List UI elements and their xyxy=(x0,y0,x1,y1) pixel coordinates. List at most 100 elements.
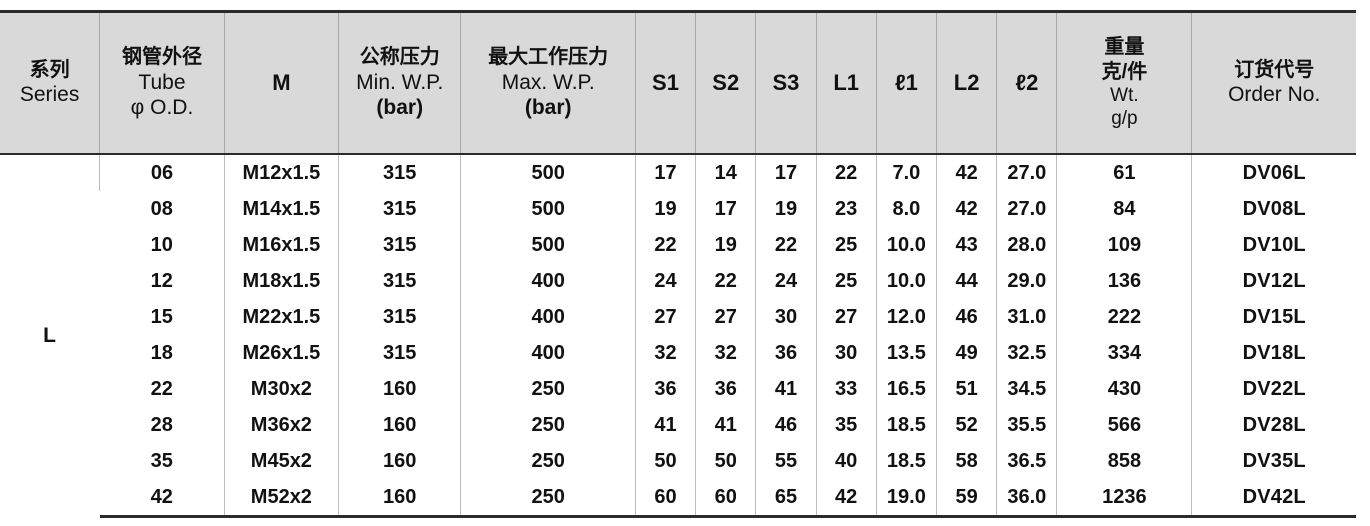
cell-min_wp: 160 xyxy=(337,443,461,479)
header-line: Wt. xyxy=(1110,85,1139,107)
header-line: φ O.D. xyxy=(130,96,194,120)
cell-l1_small: 16.5 xyxy=(875,371,937,407)
column-header-tube_od: 钢管外径 Tube φ O.D. xyxy=(99,10,225,155)
header-line: S2 xyxy=(712,69,740,95)
cell-s1: 32 xyxy=(634,335,696,371)
table-body: L 06 M12x1.5 315 500 17 14 17 22 7.0 42 27.0 61 DV06L… xyxy=(0,154,1356,518)
cell-l1_big: 25 xyxy=(815,227,877,263)
cell-l2_big: 52 xyxy=(935,407,997,443)
cell-s2: 19 xyxy=(695,227,756,263)
cell-s1: 22 xyxy=(634,227,696,263)
cell-l2_big: 43 xyxy=(935,227,997,263)
cell-order_no: DV06L xyxy=(1191,154,1356,191)
cell-l2_big: 59 xyxy=(935,479,997,518)
cell-max_wp: 250 xyxy=(460,443,636,479)
cell-max_wp: 250 xyxy=(460,479,636,518)
cell-s1: 24 xyxy=(634,263,696,299)
cell-max_wp: 400 xyxy=(460,299,636,335)
cell-s3: 24 xyxy=(755,263,817,299)
cell-order_no: DV42L xyxy=(1191,479,1356,518)
cell-s1: 50 xyxy=(634,443,696,479)
cell-m: M16x1.5 xyxy=(223,227,339,263)
cell-s2: 41 xyxy=(695,407,756,443)
cell-l1_big: 30 xyxy=(815,335,877,371)
column-header-s2: S2 xyxy=(695,10,756,155)
cell-s3: 22 xyxy=(755,227,817,263)
cell-tube_od: 15 xyxy=(99,299,225,335)
header-line: S1 xyxy=(652,69,679,95)
cell-l2_big: 51 xyxy=(935,371,997,407)
header-line: 订货代号 xyxy=(1234,59,1315,81)
header-line: 克/件 xyxy=(1101,60,1148,83)
table-row: L 06 M12x1.5 315 500 17 14 17 22 7.0 42 27.0 61 DV06L xyxy=(0,154,1356,517)
cell-l2_small: 34.5 xyxy=(996,371,1057,407)
column-header-l1_small: ℓ1 xyxy=(875,10,937,155)
cell-weight: 109 xyxy=(1056,227,1192,263)
cell-tube_od: 28 xyxy=(99,407,225,443)
cell-order_no: DV12L xyxy=(1191,263,1356,299)
cell-l1_small: 10.0 xyxy=(875,263,937,299)
cell-m: M26x1.5 xyxy=(223,335,339,371)
table-row: 12 M18x1.5 315 400 24 22 24 25 10.0 44 29.0 136 DV12… xyxy=(0,263,1356,299)
cell-l1_small: 10.0 xyxy=(875,227,937,263)
cell-s2: 32 xyxy=(695,335,756,371)
cell-s1: 19 xyxy=(634,191,696,227)
cell-s3: 65 xyxy=(755,479,817,518)
cell-m: M12x1.5 xyxy=(223,154,339,191)
cell-l1_small: 12.0 xyxy=(875,299,937,335)
cell-l2_small: 27.0 xyxy=(996,191,1057,227)
cell-weight: 61 xyxy=(1056,154,1192,191)
cell-m: M45x2 xyxy=(223,443,339,479)
cell-l2_small: 28.0 xyxy=(996,227,1057,263)
cell-order_no: DV35L xyxy=(1191,443,1356,479)
column-header-m: M xyxy=(223,10,339,155)
table-row: 08 M14x1.5 315 500 19 17 19 23 8.0 42 27.0 84 DV08L xyxy=(0,191,1356,227)
header-line: g/p xyxy=(1111,108,1138,130)
cell-l1_big: 35 xyxy=(815,407,877,443)
cell-tube_od: 08 xyxy=(99,191,225,227)
cell-max_wp: 500 xyxy=(460,154,636,191)
cell-m: M18x1.5 xyxy=(223,263,339,299)
cell-m: M52x2 xyxy=(223,479,339,518)
column-header-min_wp: 公称压力 Min. W.P. (bar) xyxy=(337,10,461,155)
cell-l2_small: 32.5 xyxy=(996,335,1057,371)
cell-tube_od: 18 xyxy=(99,335,225,371)
cell-l2_small: 36.5 xyxy=(996,443,1057,479)
cell-s1: 41 xyxy=(634,407,696,443)
table-row: 18 M26x1.5 315 400 32 32 36 30 13.5 49 32.5 334 DV18… xyxy=(0,335,1356,371)
column-header-order_no: 订货代号 Order No. xyxy=(1191,10,1356,155)
cell-l2_big: 46 xyxy=(935,299,997,335)
cell-s3: 46 xyxy=(755,407,817,443)
cell-weight: 1236 xyxy=(1056,479,1192,518)
header-line: Tube xyxy=(138,70,186,94)
cell-s1: 27 xyxy=(634,299,696,335)
cell-weight: 566 xyxy=(1056,407,1192,443)
cell-tube_od: 10 xyxy=(99,227,225,263)
cell-min_wp: 315 xyxy=(337,227,461,263)
cell-l2_big: 49 xyxy=(935,335,997,371)
cell-s2: 17 xyxy=(695,191,756,227)
column-header-max_wp: 最大工作压力 Max. W.P. (bar) xyxy=(460,10,636,155)
cell-order_no: DV22L xyxy=(1191,371,1356,407)
cell-s2: 50 xyxy=(695,443,756,479)
cell-l2_small: 31.0 xyxy=(996,299,1057,335)
header-line: Series xyxy=(19,83,80,107)
column-header-l1_big: L1 xyxy=(815,10,877,155)
table-row: 35 M45x2 160 250 50 50 55 40 18.5 58 36.5 858 DV35L xyxy=(0,443,1356,479)
column-header-weight: 重量 克/件 Wt. g/p xyxy=(1056,10,1192,155)
cell-s3: 41 xyxy=(755,371,817,407)
cell-order_no: DV18L xyxy=(1191,335,1356,371)
table-row: 28 M36x2 160 250 41 41 46 35 18.5 52 35.5 566 DV28L xyxy=(0,407,1356,443)
header-line: 钢管外径 xyxy=(121,46,202,69)
cell-weight: 858 xyxy=(1056,443,1192,479)
header-line: (bar) xyxy=(376,96,424,120)
cell-s2: 22 xyxy=(695,263,756,299)
series-cell: L xyxy=(0,154,100,517)
cell-s3: 17 xyxy=(755,154,817,191)
column-header-l2_small: ℓ2 xyxy=(996,10,1057,155)
cell-l2_big: 44 xyxy=(935,263,997,299)
header-line: ℓ1 xyxy=(894,69,918,95)
cell-min_wp: 160 xyxy=(337,371,461,407)
cell-s2: 36 xyxy=(695,371,756,407)
